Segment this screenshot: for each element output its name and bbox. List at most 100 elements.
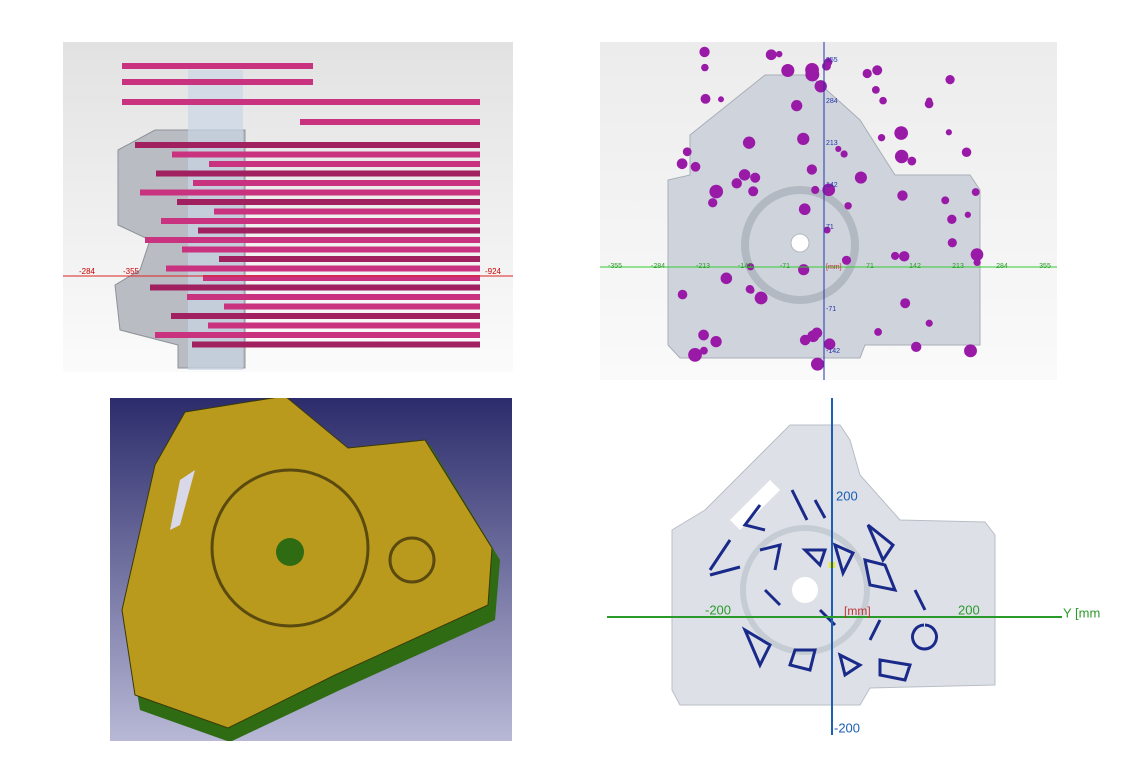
probe-point	[806, 164, 818, 175]
probe-point	[676, 158, 688, 170]
probe-point	[945, 129, 952, 136]
probe-point	[973, 258, 981, 267]
probe-point	[781, 63, 795, 77]
probe-point	[894, 149, 909, 164]
x-tick-label: 213	[952, 263, 964, 270]
probe-point	[798, 203, 811, 216]
probe-point	[964, 211, 971, 218]
x-tick-label: -284	[79, 267, 96, 276]
probe-point	[805, 63, 819, 77]
probe-point	[961, 147, 972, 157]
x-tick-label: -142	[738, 263, 752, 270]
probe-point	[765, 49, 777, 61]
probe-point	[699, 346, 708, 355]
probe-bar	[177, 199, 480, 205]
probe-point	[924, 99, 934, 109]
probe-bar	[300, 119, 480, 125]
probe-bar	[198, 227, 480, 234]
probe-bar	[155, 332, 480, 338]
probe-point	[814, 80, 827, 93]
probe-point	[710, 336, 722, 348]
probe-bar	[300, 99, 480, 105]
probe-point	[840, 150, 848, 158]
probe-point	[745, 284, 755, 294]
probe-point	[894, 126, 908, 140]
probe-point	[690, 161, 701, 172]
probe-point	[945, 74, 955, 85]
probe-point	[748, 186, 759, 197]
probe-point	[701, 63, 709, 72]
axis-label: -200	[705, 602, 731, 617]
probe-point	[775, 50, 783, 58]
probe-bar	[150, 284, 480, 291]
probe-bar	[166, 265, 480, 272]
probe-point	[947, 238, 957, 248]
probe-point	[947, 214, 957, 224]
probe-point	[823, 338, 836, 350]
probe-bar	[140, 189, 480, 196]
probe-bar	[122, 99, 313, 105]
bore-center	[792, 577, 818, 603]
slot	[730, 480, 780, 530]
x-tick-label: -213	[696, 263, 710, 270]
probe-point	[822, 183, 836, 197]
probe-bar	[161, 218, 480, 224]
probe-point	[700, 93, 711, 104]
y-tick-label: 355	[826, 57, 838, 64]
probe-point	[677, 289, 688, 300]
boss	[388, 536, 436, 584]
probe-point	[898, 251, 910, 262]
probe-point	[742, 136, 756, 149]
probe-point	[810, 357, 825, 371]
probe-point	[708, 198, 718, 208]
probe-bar	[172, 151, 480, 158]
probe-point	[900, 298, 911, 309]
probe-point	[797, 132, 810, 145]
probe-point	[911, 341, 922, 353]
x-tick-label: 71	[866, 263, 874, 270]
probe-point	[798, 264, 810, 276]
probe-point	[925, 319, 933, 327]
probe-point	[854, 171, 867, 184]
x-tick-label: -355	[123, 267, 140, 276]
probe-bars	[122, 63, 480, 348]
probe-point	[731, 178, 742, 189]
x-tick-label: 355	[1039, 263, 1051, 270]
probe-point	[964, 344, 977, 358]
probe-bar	[192, 341, 480, 348]
probe-point	[971, 188, 980, 196]
probe-point	[717, 96, 724, 103]
probe-bar	[193, 180, 480, 186]
x-tick-label: 142	[909, 263, 921, 270]
axis-label: 200	[836, 488, 858, 503]
probe-point	[688, 348, 702, 362]
probe-bar	[203, 275, 480, 281]
probe-point	[877, 133, 886, 142]
probe-bar	[214, 208, 480, 215]
probe-bar	[209, 161, 480, 167]
slot	[170, 470, 195, 530]
axis-labels: -284 -355 -924	[79, 267, 502, 276]
measurement-panel: 200 -200 -200 [mm] 200 Y [mm]	[607, 398, 1100, 735]
probe-point	[811, 185, 820, 195]
bore	[741, 186, 859, 304]
probe-bar	[224, 303, 480, 310]
probe-bar	[219, 256, 480, 262]
y-tick-label: 213	[826, 140, 838, 147]
x-tick-label: -924	[485, 267, 502, 276]
probe-point	[872, 65, 883, 76]
probe-point	[799, 334, 811, 346]
probe-bar	[182, 246, 480, 253]
probe-bar	[135, 142, 480, 148]
bore	[740, 525, 870, 655]
probe-point	[823, 226, 831, 234]
probe-point	[835, 145, 842, 153]
probe-point	[897, 190, 908, 201]
probe-point	[907, 156, 917, 166]
probe-bar	[122, 63, 313, 69]
probe-point	[720, 272, 733, 285]
axis-unit: [mm]	[844, 604, 871, 618]
side-view-panel: -284 -355 -924	[63, 42, 513, 372]
probe-point	[754, 291, 768, 305]
